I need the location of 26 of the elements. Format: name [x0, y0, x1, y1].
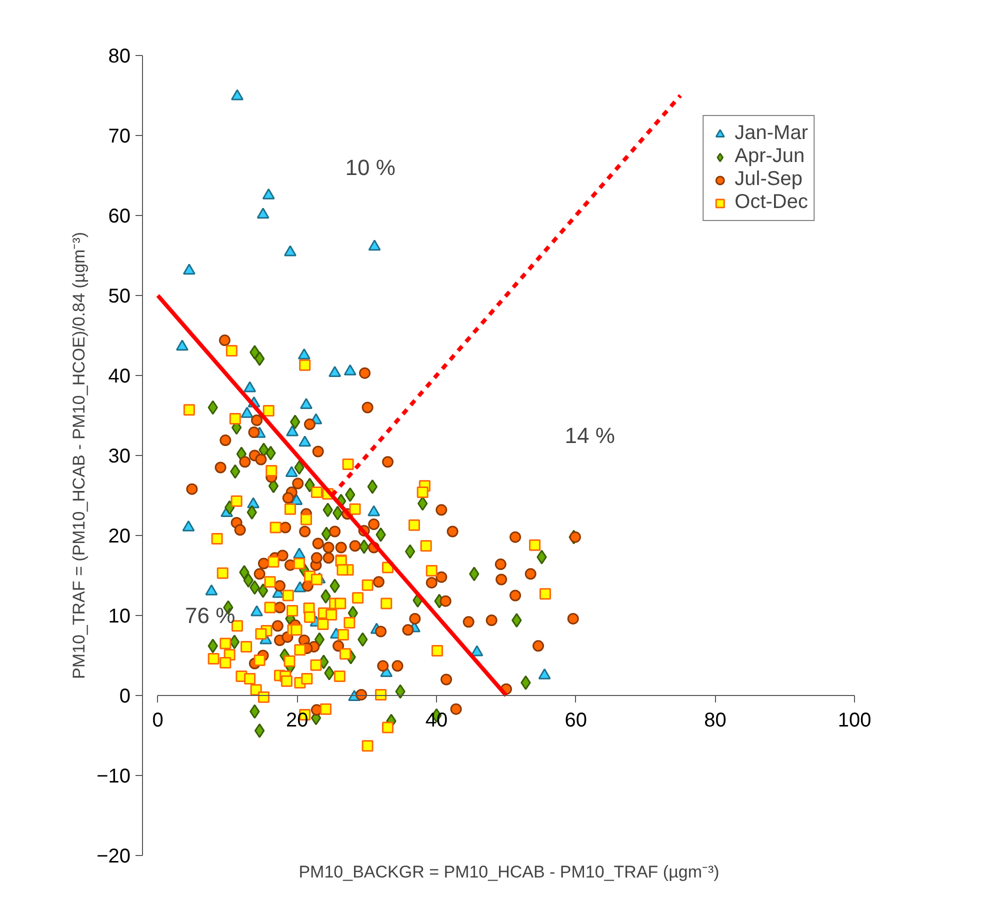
y-tick-label: 80 — [108, 46, 131, 68]
y-tick-label: 30 — [108, 446, 131, 468]
x-tick-label: 80 — [704, 710, 726, 732]
annotation: 14 % — [564, 423, 615, 448]
x-tick-label: 40 — [425, 710, 448, 732]
x-tick-label: 100 — [838, 710, 872, 732]
x-tick-label: 20 — [286, 710, 308, 732]
y-tick-label: 60 — [108, 206, 131, 228]
y-tick-label: 20 — [108, 526, 131, 548]
y-tick-label: −20 — [96, 846, 131, 868]
y-tick-label: −10 — [96, 766, 131, 788]
legend-label: Jan-Mar — [734, 122, 808, 145]
x-tick-label: 0 — [152, 710, 164, 732]
y-tick-label: 70 — [108, 126, 131, 148]
legend-label: Jul-Sep — [734, 168, 802, 191]
legend-label: Apr-Jun — [734, 145, 805, 168]
annotation: 10 % — [345, 155, 396, 180]
legend-label: Oct-Dec — [734, 191, 808, 214]
x-axis-title: PM10_BACKGR = PM10_HCAB - PM10_TRAF (µgm⁻³) — [298, 862, 720, 882]
y-tick-label: 50 — [108, 286, 131, 308]
x-tick-label: 60 — [564, 710, 588, 732]
y-tick-label: 40 — [108, 366, 131, 388]
y-tick-label: 0 — [119, 686, 130, 708]
y-tick-label: 10 — [108, 606, 131, 628]
y-axis-title: PM10_TRAF = (PM10_HCAB - PM10_HCOE)/0.84 (µgm⁻³) — [70, 232, 89, 680]
annotation: 76 % — [185, 603, 236, 628]
